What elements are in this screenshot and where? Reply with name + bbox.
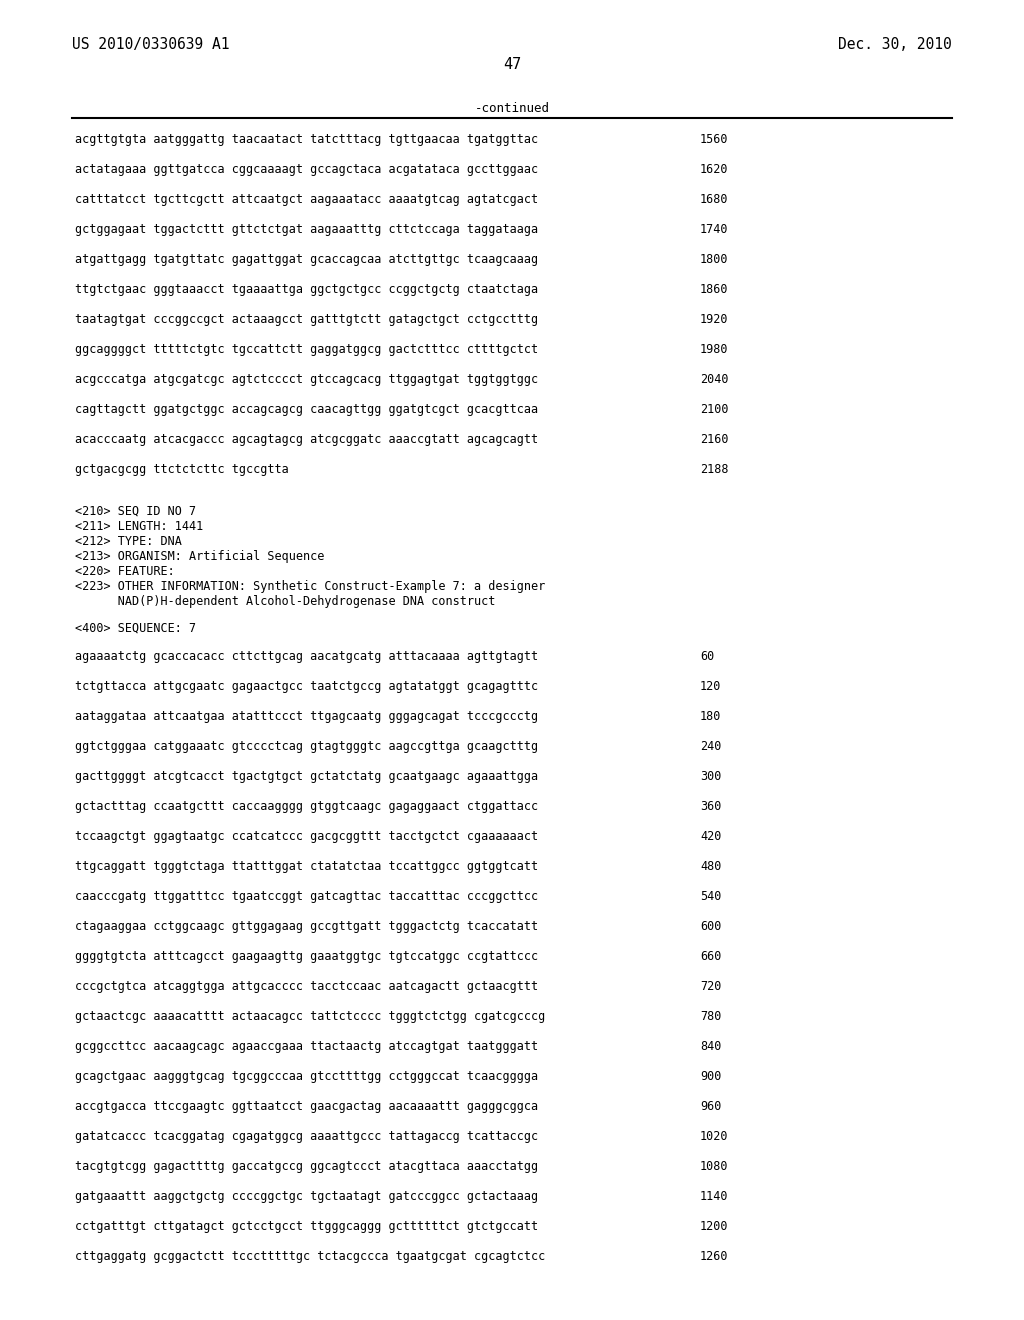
Text: <213> ORGANISM: Artificial Sequence: <213> ORGANISM: Artificial Sequence bbox=[75, 550, 325, 564]
Text: 180: 180 bbox=[700, 710, 721, 723]
Text: 1860: 1860 bbox=[700, 282, 728, 296]
Text: 1680: 1680 bbox=[700, 193, 728, 206]
Text: gcagctgaac aagggtgcag tgcggcccaa gtccttttgg cctgggccat tcaacgggga: gcagctgaac aagggtgcag tgcggcccaa gtccttt… bbox=[75, 1071, 539, 1082]
Text: <220> FEATURE:: <220> FEATURE: bbox=[75, 565, 175, 578]
Text: ggggtgtcta atttcagcct gaagaagttg gaaatggtgc tgtccatggc ccgtattccc: ggggtgtcta atttcagcct gaagaagttg gaaatgg… bbox=[75, 950, 539, 964]
Text: 1260: 1260 bbox=[700, 1250, 728, 1263]
Text: US 2010/0330639 A1: US 2010/0330639 A1 bbox=[72, 37, 229, 51]
Text: ggcaggggct tttttctgtc tgccattctt gaggatggcg gactctttcc cttttgctct: ggcaggggct tttttctgtc tgccattctt gaggatg… bbox=[75, 343, 539, 356]
Text: 660: 660 bbox=[700, 950, 721, 964]
Text: 360: 360 bbox=[700, 800, 721, 813]
Text: 780: 780 bbox=[700, 1010, 721, 1023]
Text: acgttgtgta aatgggattg taacaatact tatctttacg tgttgaacaa tgatggttac: acgttgtgta aatgggattg taacaatact tatcttt… bbox=[75, 133, 539, 147]
Text: gacttggggt atcgtcacct tgactgtgct gctatctatg gcaatgaagc agaaattgga: gacttggggt atcgtcacct tgactgtgct gctatct… bbox=[75, 770, 539, 783]
Text: 2100: 2100 bbox=[700, 403, 728, 416]
Text: 1980: 1980 bbox=[700, 343, 728, 356]
Text: 1740: 1740 bbox=[700, 223, 728, 236]
Text: 47: 47 bbox=[503, 57, 521, 73]
Text: 1200: 1200 bbox=[700, 1220, 728, 1233]
Text: 120: 120 bbox=[700, 680, 721, 693]
Text: ttgcaggatt tgggtctaga ttatttggat ctatatctaa tccattggcc ggtggtcatt: ttgcaggatt tgggtctaga ttatttggat ctatatc… bbox=[75, 861, 539, 873]
Text: 480: 480 bbox=[700, 861, 721, 873]
Text: cttgaggatg gcggactctt tccctttttgc tctacgccca tgaatgcgat cgcagtctcc: cttgaggatg gcggactctt tccctttttgc tctacg… bbox=[75, 1250, 545, 1263]
Text: caacccgatg ttggatttcc tgaatccggt gatcagttac taccatttac cccggcttcc: caacccgatg ttggatttcc tgaatccggt gatcagt… bbox=[75, 890, 539, 903]
Text: 2160: 2160 bbox=[700, 433, 728, 446]
Text: atgattgagg tgatgttatc gagattggat gcaccagcaa atcttgttgc tcaagcaaag: atgattgagg tgatgttatc gagattggat gcaccag… bbox=[75, 253, 539, 267]
Text: taatagtgat cccggccgct actaaagcct gatttgtctt gatagctgct cctgcctttg: taatagtgat cccggccgct actaaagcct gatttgt… bbox=[75, 313, 539, 326]
Text: ggtctgggaa catggaaatc gtcccctcag gtagtgggtc aagccgttga gcaagctttg: ggtctgggaa catggaaatc gtcccctcag gtagtgg… bbox=[75, 741, 539, 752]
Text: acacccaatg atcacgaccc agcagtagcg atcgcggatc aaaccgtatt agcagcagtt: acacccaatg atcacgaccc agcagtagcg atcgcgg… bbox=[75, 433, 539, 446]
Text: 2040: 2040 bbox=[700, 374, 728, 385]
Text: NAD(P)H-dependent Alcohol-Dehydrogenase DNA construct: NAD(P)H-dependent Alcohol-Dehydrogenase … bbox=[75, 595, 496, 609]
Text: ctagaaggaa cctggcaagc gttggagaag gccgttgatt tgggactctg tcaccatatt: ctagaaggaa cctggcaagc gttggagaag gccgttg… bbox=[75, 920, 539, 933]
Text: gctggagaat tggactcttt gttctctgat aagaaatttg cttctccaga taggataaga: gctggagaat tggactcttt gttctctgat aagaaat… bbox=[75, 223, 539, 236]
Text: 1140: 1140 bbox=[700, 1191, 728, 1203]
Text: 840: 840 bbox=[700, 1040, 721, 1053]
Text: gctactttag ccaatgcttt caccaagggg gtggtcaagc gagaggaact ctggattacc: gctactttag ccaatgcttt caccaagggg gtggtca… bbox=[75, 800, 539, 813]
Text: 1020: 1020 bbox=[700, 1130, 728, 1143]
Text: 600: 600 bbox=[700, 920, 721, 933]
Text: <210> SEQ ID NO 7: <210> SEQ ID NO 7 bbox=[75, 506, 197, 517]
Text: 1080: 1080 bbox=[700, 1160, 728, 1173]
Text: 1560: 1560 bbox=[700, 133, 728, 147]
Text: 1620: 1620 bbox=[700, 162, 728, 176]
Text: accgtgacca ttccgaagtc ggttaatcct gaacgactag aacaaaattt gagggcggca: accgtgacca ttccgaagtc ggttaatcct gaacgac… bbox=[75, 1100, 539, 1113]
Text: 720: 720 bbox=[700, 979, 721, 993]
Text: <400> SEQUENCE: 7: <400> SEQUENCE: 7 bbox=[75, 622, 197, 635]
Text: catttatcct tgcttcgctt attcaatgct aagaaatacc aaaatgtcag agtatcgact: catttatcct tgcttcgctt attcaatgct aagaaat… bbox=[75, 193, 539, 206]
Text: tacgtgtcgg gagacttttg gaccatgccg ggcagtccct atacgttaca aaacctatgg: tacgtgtcgg gagacttttg gaccatgccg ggcagtc… bbox=[75, 1160, 539, 1173]
Text: 420: 420 bbox=[700, 830, 721, 843]
Text: -continued: -continued bbox=[474, 102, 550, 115]
Text: ttgtctgaac gggtaaacct tgaaaattga ggctgctgcc ccggctgctg ctaatctaga: ttgtctgaac gggtaaacct tgaaaattga ggctgct… bbox=[75, 282, 539, 296]
Text: 60: 60 bbox=[700, 649, 715, 663]
Text: 1800: 1800 bbox=[700, 253, 728, 267]
Text: 2188: 2188 bbox=[700, 463, 728, 477]
Text: 300: 300 bbox=[700, 770, 721, 783]
Text: acgcccatga atgcgatcgc agtctcccct gtccagcacg ttggagtgat tggtggtggc: acgcccatga atgcgatcgc agtctcccct gtccagc… bbox=[75, 374, 539, 385]
Text: 540: 540 bbox=[700, 890, 721, 903]
Text: cctgatttgt cttgatagct gctcctgcct ttgggcaggg gcttttttct gtctgccatt: cctgatttgt cttgatagct gctcctgcct ttgggca… bbox=[75, 1220, 539, 1233]
Text: <223> OTHER INFORMATION: Synthetic Construct-Example 7: a designer: <223> OTHER INFORMATION: Synthetic Const… bbox=[75, 579, 545, 593]
Text: tccaagctgt ggagtaatgc ccatcatccc gacgcggttt tacctgctct cgaaaaaact: tccaagctgt ggagtaatgc ccatcatccc gacgcgg… bbox=[75, 830, 539, 843]
Text: 1920: 1920 bbox=[700, 313, 728, 326]
Text: aataggataa attcaatgaa atatttccct ttgagcaatg gggagcagat tcccgccctg: aataggataa attcaatgaa atatttccct ttgagca… bbox=[75, 710, 539, 723]
Text: Dec. 30, 2010: Dec. 30, 2010 bbox=[839, 37, 952, 51]
Text: cccgctgtca atcaggtgga attgcacccc tacctccaac aatcagactt gctaacgttt: cccgctgtca atcaggtgga attgcacccc tacctcc… bbox=[75, 979, 539, 993]
Text: 900: 900 bbox=[700, 1071, 721, 1082]
Text: gatatcaccc tcacggatag cgagatggcg aaaattgccc tattagaccg tcattaccgc: gatatcaccc tcacggatag cgagatggcg aaaattg… bbox=[75, 1130, 539, 1143]
Text: actatagaaa ggttgatcca cggcaaaagt gccagctaca acgatataca gccttggaac: actatagaaa ggttgatcca cggcaaaagt gccagct… bbox=[75, 162, 539, 176]
Text: agaaaatctg gcaccacacc cttcttgcag aacatgcatg atttacaaaa agttgtagtt: agaaaatctg gcaccacacc cttcttgcag aacatgc… bbox=[75, 649, 539, 663]
Text: <212> TYPE: DNA: <212> TYPE: DNA bbox=[75, 535, 182, 548]
Text: <211> LENGTH: 1441: <211> LENGTH: 1441 bbox=[75, 520, 203, 533]
Text: gctaactcgc aaaacatttt actaacagcc tattctcccc tgggtctctgg cgatcgcccg: gctaactcgc aaaacatttt actaacagcc tattctc… bbox=[75, 1010, 545, 1023]
Text: gcggccttcc aacaagcagc agaaccgaaa ttactaactg atccagtgat taatgggatt: gcggccttcc aacaagcagc agaaccgaaa ttactaa… bbox=[75, 1040, 539, 1053]
Text: gatgaaattt aaggctgctg ccccggctgc tgctaatagt gatcccggcc gctactaaag: gatgaaattt aaggctgctg ccccggctgc tgctaat… bbox=[75, 1191, 539, 1203]
Text: 960: 960 bbox=[700, 1100, 721, 1113]
Text: tctgttacca attgcgaatc gagaactgcc taatctgccg agtatatggt gcagagtttc: tctgttacca attgcgaatc gagaactgcc taatctg… bbox=[75, 680, 539, 693]
Text: cagttagctt ggatgctggc accagcagcg caacagttgg ggatgtcgct gcacgttcaa: cagttagctt ggatgctggc accagcagcg caacagt… bbox=[75, 403, 539, 416]
Text: gctgacgcgg ttctctcttc tgccgtta: gctgacgcgg ttctctcttc tgccgtta bbox=[75, 463, 289, 477]
Text: 240: 240 bbox=[700, 741, 721, 752]
